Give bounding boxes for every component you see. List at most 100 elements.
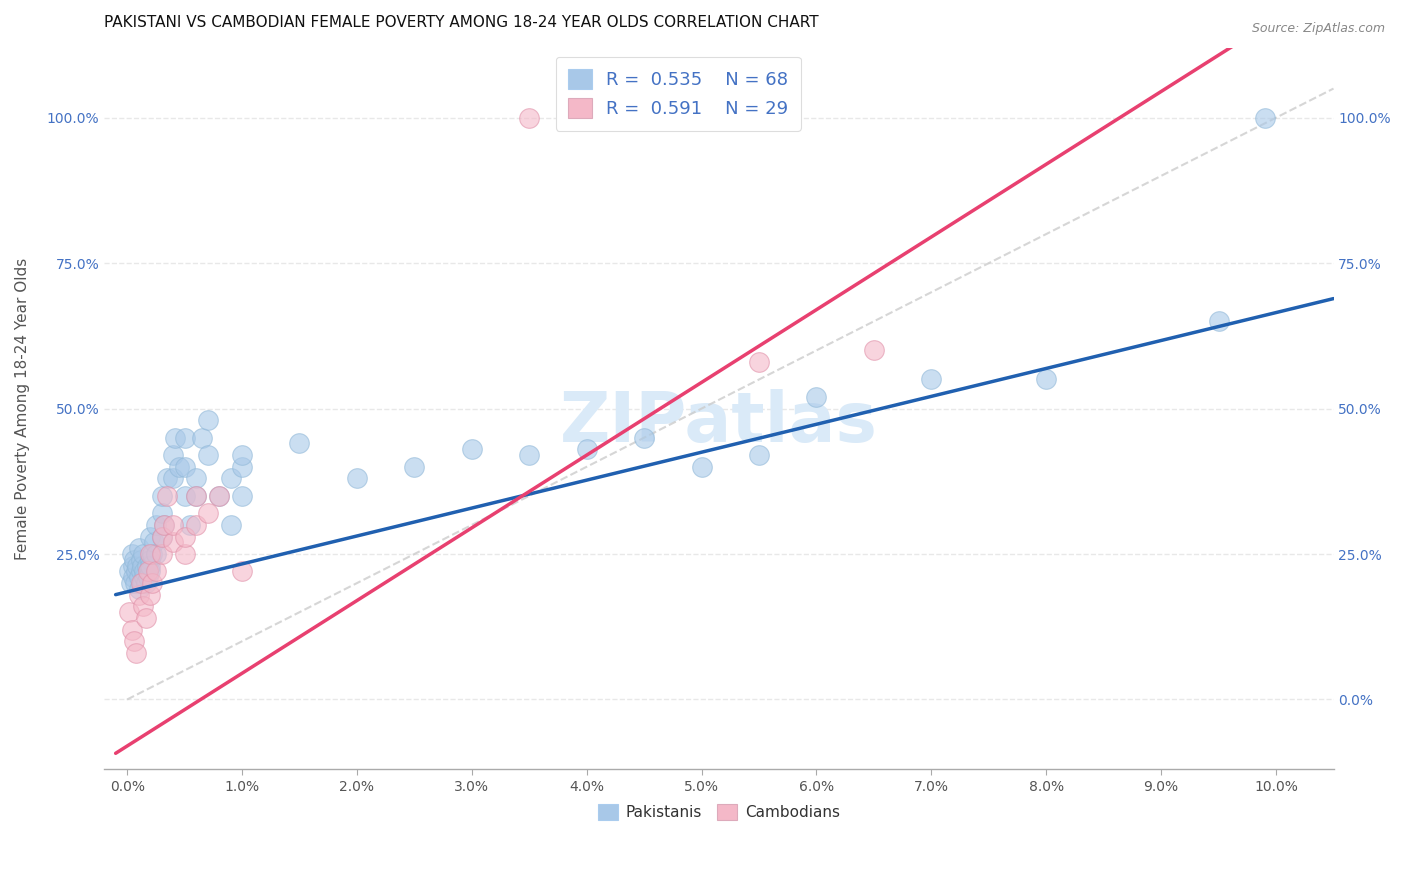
Point	[118, 565, 141, 579]
Point	[173, 530, 195, 544]
Point	[122, 558, 145, 573]
Point	[135, 558, 157, 573]
Text: ZIPatlas: ZIPatlas	[560, 390, 877, 457]
Point	[131, 558, 153, 573]
Point	[127, 558, 149, 573]
Point	[121, 623, 143, 637]
Y-axis label: Female Poverty Among 18-24 Year Olds: Female Poverty Among 18-24 Year Olds	[15, 258, 30, 559]
Point	[173, 489, 195, 503]
Point	[153, 517, 176, 532]
Point	[129, 576, 152, 591]
Text: Source: ZipAtlas.com: Source: ZipAtlas.com	[1251, 22, 1385, 36]
Point	[1035, 372, 1057, 386]
Point	[139, 588, 162, 602]
Point	[150, 506, 173, 520]
Point	[461, 442, 484, 457]
Point	[136, 565, 159, 579]
Point	[231, 565, 253, 579]
Point	[575, 442, 598, 457]
Point	[122, 553, 145, 567]
Point	[129, 565, 152, 579]
Point	[134, 611, 156, 625]
Point	[404, 459, 426, 474]
Point	[162, 448, 184, 462]
Point	[197, 506, 219, 520]
Point	[131, 576, 153, 591]
Point	[150, 530, 173, 544]
Point	[150, 530, 173, 544]
Point	[134, 570, 156, 584]
Point	[288, 436, 311, 450]
Point	[134, 565, 156, 579]
Point	[184, 489, 207, 503]
Point	[156, 489, 179, 503]
Point	[139, 530, 162, 544]
Point	[156, 471, 179, 485]
Point	[142, 535, 165, 549]
Point	[633, 431, 655, 445]
Point	[145, 565, 167, 579]
Point	[139, 553, 162, 567]
Text: PAKISTANI VS CAMBODIAN FEMALE POVERTY AMONG 18-24 YEAR OLDS CORRELATION CHART: PAKISTANI VS CAMBODIAN FEMALE POVERTY AM…	[104, 15, 818, 30]
Point	[118, 605, 141, 619]
Point	[125, 565, 148, 579]
Point	[162, 517, 184, 532]
Point	[136, 570, 159, 584]
Point	[517, 111, 540, 125]
Point	[346, 471, 368, 485]
Point	[173, 459, 195, 474]
Point	[863, 343, 886, 358]
Point	[231, 489, 253, 503]
Point	[165, 431, 187, 445]
Point	[162, 471, 184, 485]
Point	[153, 517, 176, 532]
Point	[145, 547, 167, 561]
Point	[141, 547, 163, 561]
Point	[1253, 111, 1275, 125]
Point	[806, 390, 828, 404]
Point	[162, 535, 184, 549]
Legend: Pakistanis, Cambodians: Pakistanis, Cambodians	[592, 797, 846, 827]
Point	[121, 547, 143, 561]
Point	[139, 558, 162, 573]
Point	[134, 576, 156, 591]
Point	[1208, 314, 1230, 328]
Point	[125, 646, 148, 660]
Point	[150, 489, 173, 503]
Point	[129, 553, 152, 567]
Point	[184, 517, 207, 532]
Point	[132, 547, 155, 561]
Point	[128, 570, 150, 584]
Point	[179, 517, 201, 532]
Point	[184, 471, 207, 485]
Point	[690, 459, 713, 474]
Point	[920, 372, 942, 386]
Point	[208, 489, 231, 503]
Point	[128, 582, 150, 596]
Point	[145, 517, 167, 532]
Point	[219, 471, 242, 485]
Point	[191, 431, 214, 445]
Point	[231, 459, 253, 474]
Point	[141, 576, 163, 591]
Point	[167, 459, 190, 474]
Point	[150, 547, 173, 561]
Point	[124, 576, 146, 591]
Point	[132, 599, 155, 614]
Point	[173, 547, 195, 561]
Point	[139, 565, 162, 579]
Point	[517, 448, 540, 462]
Point	[128, 588, 150, 602]
Point	[197, 448, 219, 462]
Point	[173, 431, 195, 445]
Point	[231, 448, 253, 462]
Point	[184, 489, 207, 503]
Point	[197, 413, 219, 427]
Point	[122, 634, 145, 648]
Point	[139, 547, 162, 561]
Point	[128, 541, 150, 556]
Point	[120, 576, 142, 591]
Point	[208, 489, 231, 503]
Point	[748, 448, 770, 462]
Point	[122, 570, 145, 584]
